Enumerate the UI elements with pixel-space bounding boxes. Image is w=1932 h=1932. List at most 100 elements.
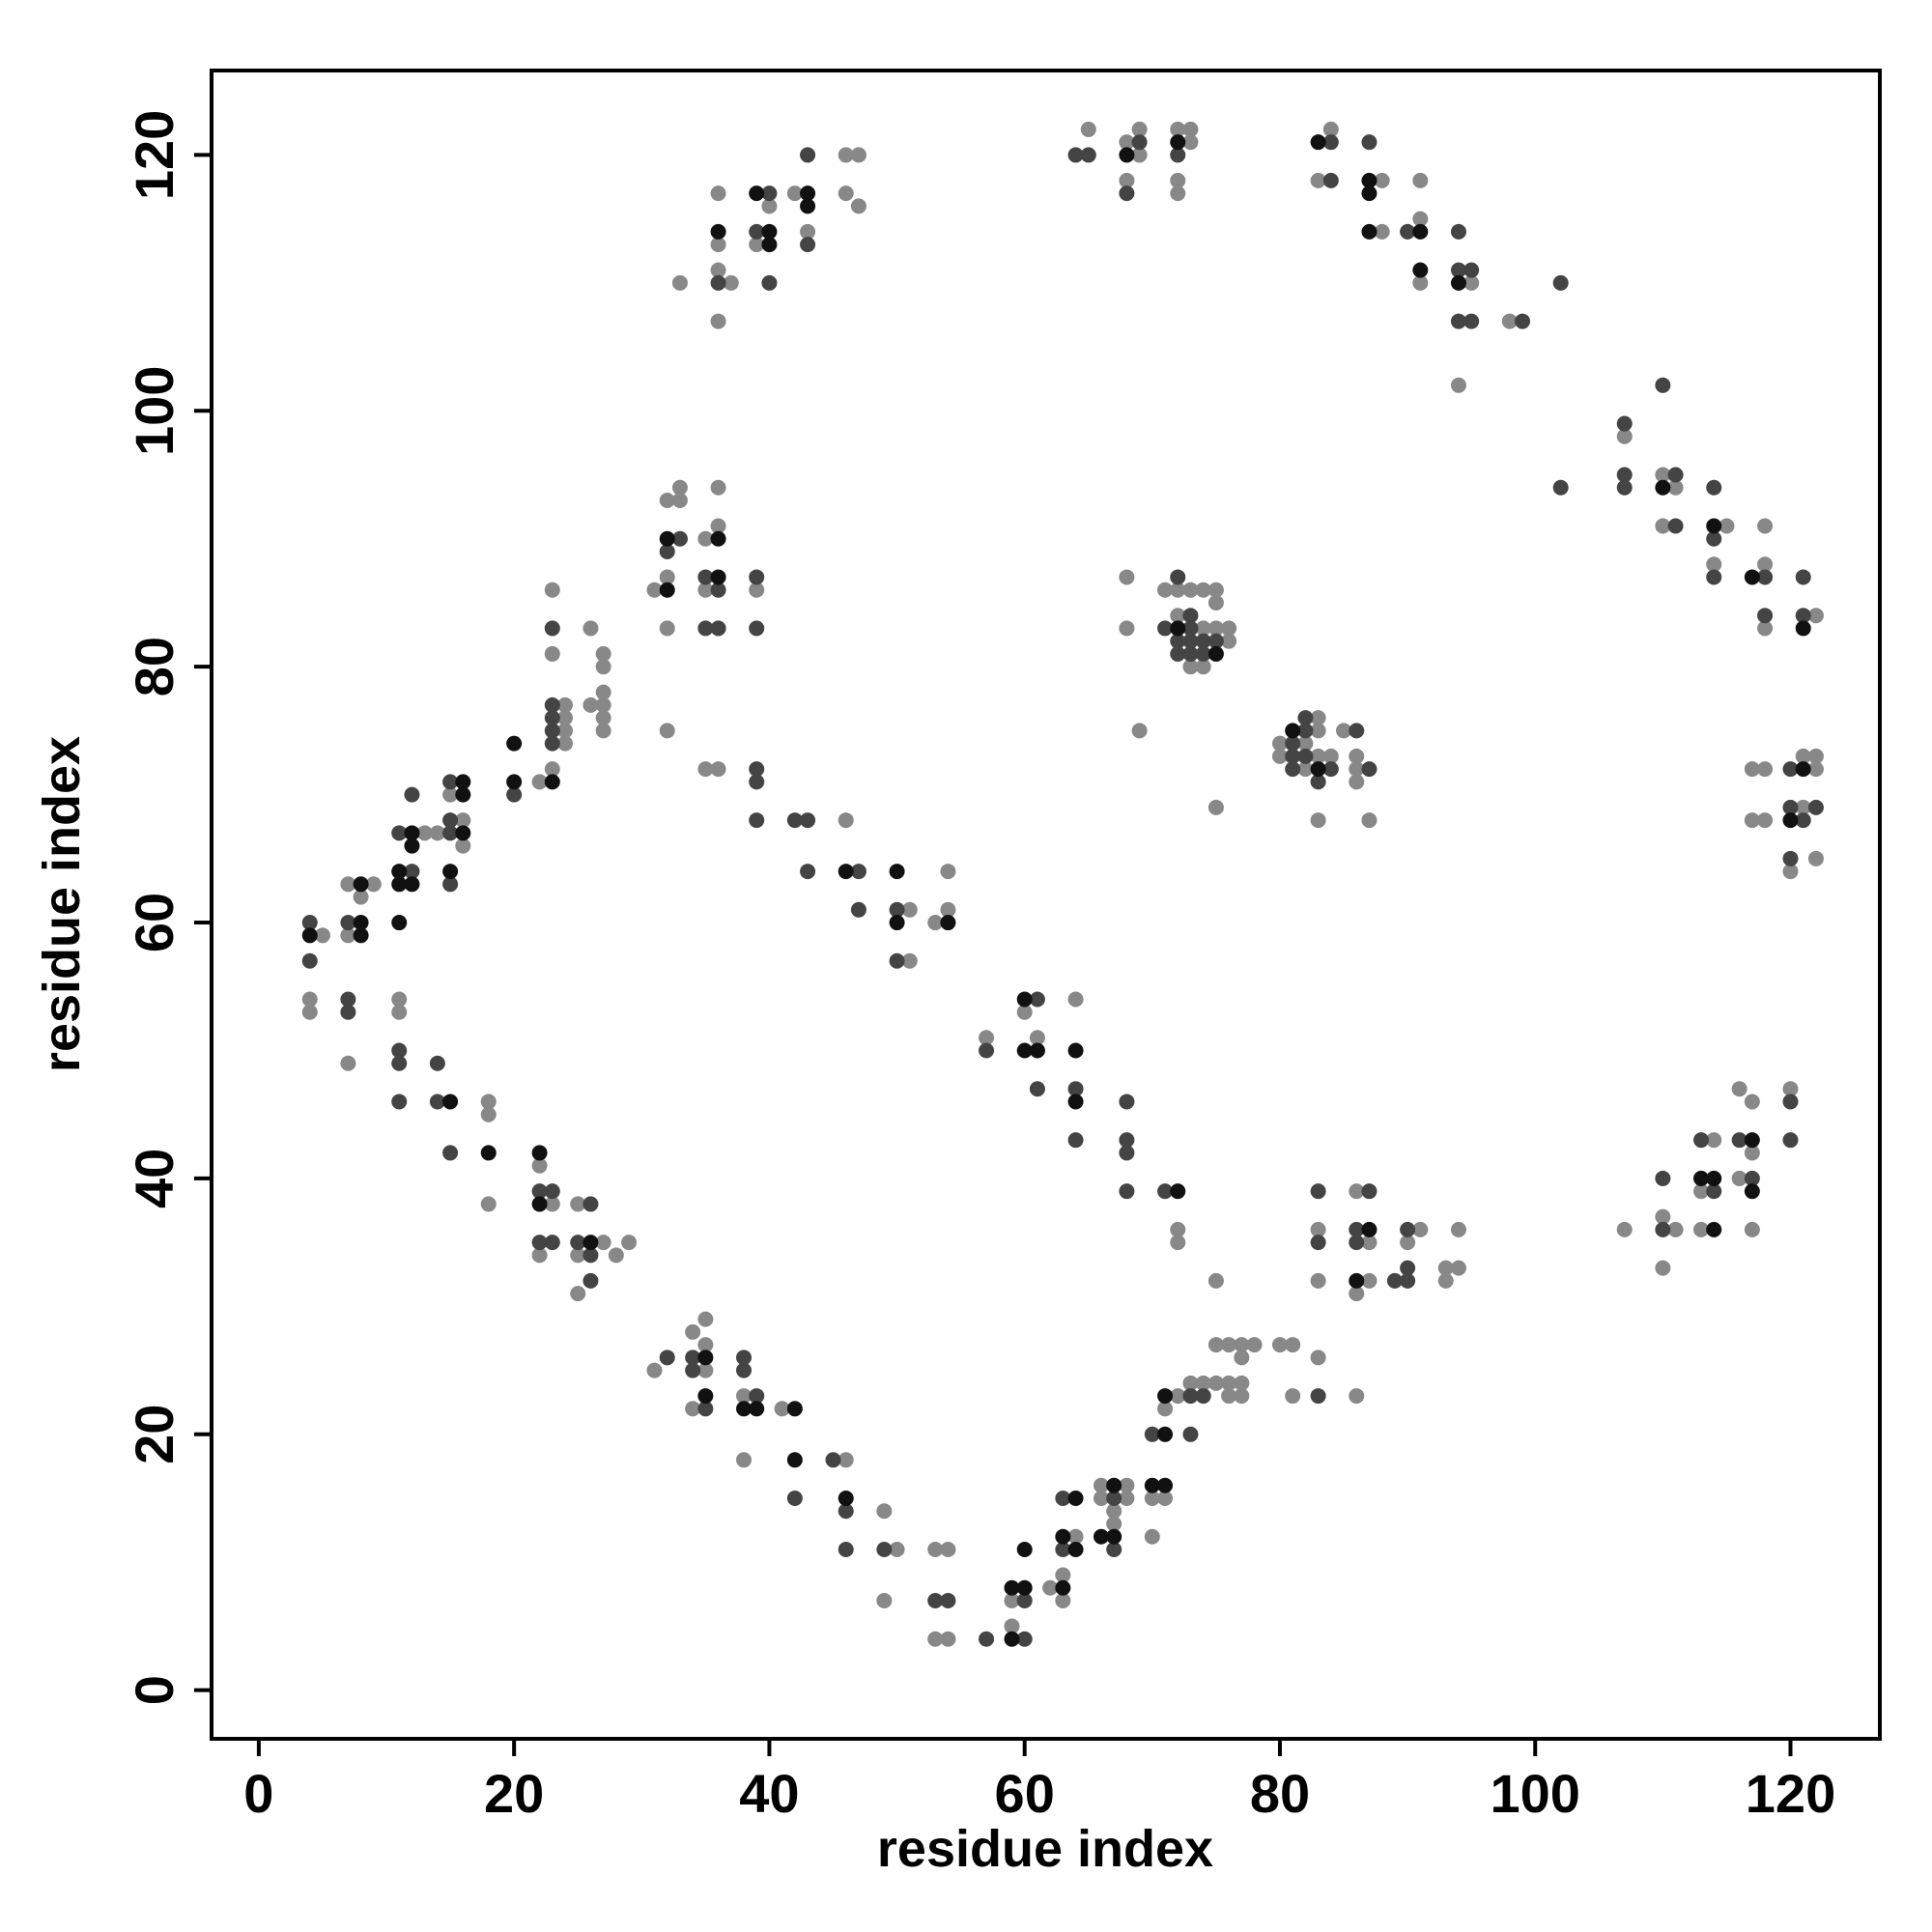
point xyxy=(1055,1528,1071,1545)
point xyxy=(1782,1094,1799,1110)
point xyxy=(1067,1491,1084,1507)
point xyxy=(1119,172,1135,188)
point xyxy=(1182,645,1199,662)
point xyxy=(1004,1618,1020,1634)
point xyxy=(442,1094,459,1110)
point xyxy=(480,1094,497,1110)
point xyxy=(786,1491,803,1507)
point xyxy=(582,1247,599,1264)
point xyxy=(1807,761,1824,778)
point xyxy=(979,1030,995,1046)
point xyxy=(1106,1503,1122,1520)
point xyxy=(1412,223,1429,240)
point xyxy=(595,684,611,700)
point xyxy=(570,1235,586,1251)
point xyxy=(1412,274,1429,291)
point xyxy=(710,518,726,534)
point xyxy=(1157,1401,1174,1417)
point xyxy=(1310,812,1326,829)
point xyxy=(786,185,803,202)
point xyxy=(1144,1491,1160,1507)
point xyxy=(1067,1528,1084,1545)
point xyxy=(544,696,560,713)
point xyxy=(1361,761,1378,778)
point xyxy=(1208,799,1224,815)
point xyxy=(710,569,726,585)
point xyxy=(1119,134,1135,151)
point xyxy=(800,864,816,880)
point xyxy=(671,530,688,547)
x-tick-label: 100 xyxy=(1491,1763,1580,1824)
point xyxy=(1310,761,1326,778)
point xyxy=(301,952,318,969)
point xyxy=(1016,991,1033,1008)
y-tick-label: 100 xyxy=(124,366,185,456)
point xyxy=(531,1247,548,1264)
point xyxy=(1297,723,1314,739)
point xyxy=(1655,377,1671,393)
point xyxy=(710,274,726,291)
point xyxy=(1349,774,1365,790)
point xyxy=(1310,1221,1326,1237)
point xyxy=(1744,1132,1760,1149)
point xyxy=(1106,1541,1122,1557)
point xyxy=(353,915,369,931)
point xyxy=(838,185,854,202)
point xyxy=(1119,185,1135,202)
point xyxy=(1744,761,1760,778)
point xyxy=(480,1145,497,1161)
point xyxy=(1297,761,1314,778)
point xyxy=(1782,799,1799,815)
point xyxy=(1182,620,1199,637)
point xyxy=(506,774,523,790)
point xyxy=(340,927,356,944)
point xyxy=(1782,812,1799,829)
point xyxy=(1400,1235,1416,1251)
point xyxy=(1029,1081,1045,1097)
point xyxy=(1655,518,1671,534)
point xyxy=(697,761,714,778)
point xyxy=(1310,1272,1326,1289)
point xyxy=(1322,121,1339,137)
point xyxy=(749,223,765,240)
point xyxy=(570,1247,586,1264)
point xyxy=(1182,608,1199,624)
point xyxy=(723,274,739,291)
point xyxy=(1182,633,1199,649)
point xyxy=(940,901,956,918)
point xyxy=(1170,1221,1186,1237)
point xyxy=(1706,530,1722,547)
point xyxy=(1667,479,1684,496)
point xyxy=(1807,850,1824,867)
point xyxy=(1170,185,1186,202)
x-tick-label: 60 xyxy=(995,1763,1055,1824)
point xyxy=(1361,812,1378,829)
point xyxy=(1208,645,1224,662)
point xyxy=(1170,1183,1186,1200)
point xyxy=(1221,620,1237,637)
point xyxy=(544,710,560,726)
point xyxy=(391,825,408,841)
point xyxy=(710,761,726,778)
point xyxy=(697,1362,714,1378)
point xyxy=(800,812,816,829)
point xyxy=(800,198,816,214)
point xyxy=(1106,1477,1122,1493)
point xyxy=(697,1350,714,1366)
point xyxy=(1412,172,1429,188)
point xyxy=(1757,761,1774,778)
point xyxy=(774,1401,790,1417)
point xyxy=(429,825,445,841)
point xyxy=(889,864,905,880)
point xyxy=(1616,428,1633,444)
point xyxy=(391,1055,408,1071)
point xyxy=(1744,1170,1760,1186)
point xyxy=(838,1452,854,1468)
point xyxy=(736,1401,753,1417)
point xyxy=(685,1350,701,1366)
point xyxy=(1501,313,1518,329)
point xyxy=(1131,121,1148,137)
point xyxy=(749,812,765,829)
point xyxy=(659,582,675,598)
point xyxy=(1170,620,1186,637)
